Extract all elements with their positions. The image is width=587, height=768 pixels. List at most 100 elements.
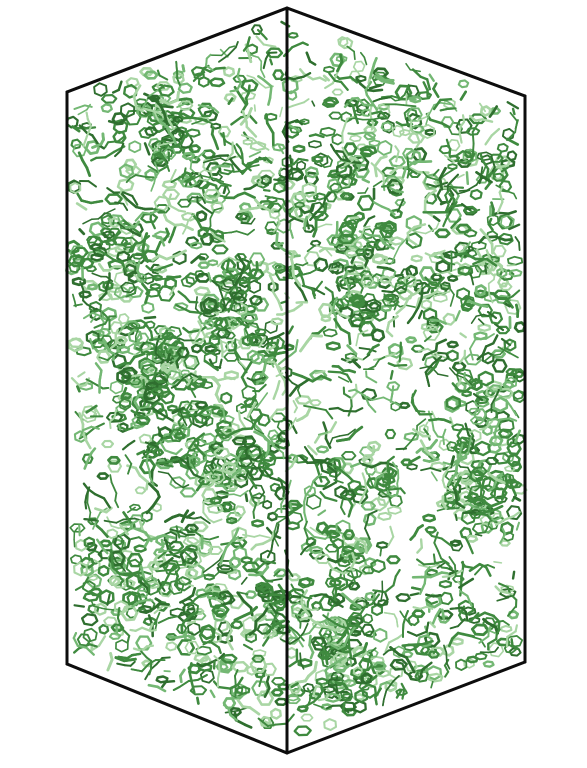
carbon-ring [100,94,118,104]
carbon-bond [86,501,92,514]
carbon-bond [481,499,493,508]
carbon-bond [162,141,175,146]
carbon-bond [436,507,446,512]
carbon-bond [428,458,440,463]
carbon-bond [76,385,81,393]
carbon-bond [372,88,384,93]
carbon-bond [387,535,395,547]
carbon-bond [474,380,477,388]
carbon-bond [183,509,190,517]
carbon-bond [246,361,253,370]
carbon-ring [343,214,361,226]
carbon-ring [446,349,459,362]
carbon-bond [191,586,197,597]
carbon-bond [362,353,371,360]
carbon-ring [500,584,515,594]
carbon-bond [322,421,328,433]
carbon-bond [324,82,334,90]
carbon-bond [487,650,496,654]
carbon-bond [252,503,257,513]
carbon-bond [219,290,224,300]
carbon-bond [188,174,201,182]
carbon-bond [453,217,462,225]
carbon-bond [459,466,469,469]
carbon-bond [156,685,167,693]
carbon-bond [177,423,185,431]
carbon-bond [370,62,376,74]
carbon-bond [202,67,212,73]
carbon-ring [447,274,459,282]
carbon-bond [213,655,220,661]
carbon-bond [314,370,326,375]
carbon-bond [95,156,107,160]
carbon-bond [389,369,394,380]
carbon-bond [435,276,445,287]
carbon-bond [236,676,244,687]
carbon-bond [141,282,151,294]
carbon-bond [248,628,257,636]
carbon-bond [444,203,450,213]
carbon-bond [302,72,312,78]
carbon-bond [478,102,487,113]
carbon-bond [441,574,453,579]
carbon-bond [217,685,232,690]
carbon-bond [461,444,468,451]
carbon-bond [471,131,475,145]
carbon-bond [274,611,284,616]
carbon-bond [406,165,420,174]
carbon-ring [424,192,438,205]
carbon-bond [469,612,480,623]
carbon-ring [118,398,132,411]
carbon-ring [248,484,266,500]
carbon-bond [314,209,327,221]
carbon-ring [271,676,286,686]
carbon-bond [370,162,381,172]
carbon-bond [129,660,136,667]
carbon-bond [146,445,156,456]
carbon-bond [409,128,418,136]
carbon-bond [260,669,267,681]
carbon-bond [287,479,292,491]
carbon-ring [393,281,408,295]
carbon-ring [207,545,223,555]
carbon-ring [504,299,522,315]
carbon-bond [313,535,327,540]
carbon-bond [236,75,243,84]
carbon-bond [424,227,438,235]
carbon-bond [501,490,505,501]
carbon-bond [226,570,238,576]
carbon-bond [85,646,95,656]
carbon-ring [176,346,190,359]
carbon-bond [339,53,344,64]
carbon-bond [393,613,398,620]
carbon-bond [417,297,423,309]
carbon-bond [431,355,443,365]
carbon-bond [412,606,422,610]
carbon-bond [114,149,122,158]
carbon-bond [297,631,305,640]
carbon-bond [314,133,325,139]
carbon-ring [171,127,185,142]
carbon-ring [240,629,256,639]
carbon-bond [155,657,164,666]
carbon-bond [396,633,404,640]
carbon-ring [366,648,379,658]
carbon-bond [111,230,120,242]
carbon-bond [331,591,337,603]
carbon-ring [466,491,480,504]
carbon-ring [505,367,518,377]
carbon-bond [293,406,298,414]
carbon-bond [114,201,125,205]
carbon-ring [253,612,267,621]
carbon-bond [273,522,278,532]
carbon-bond [448,192,456,201]
carbon-ring [318,302,334,318]
carbon-bond [244,470,250,481]
carbon-ring [467,407,481,416]
carbon-ring [140,359,155,374]
carbon-bond [219,552,226,565]
carbon-bond [228,256,241,263]
carbon-ring [387,505,402,515]
carbon-bond [395,689,403,699]
carbon-bond [140,341,146,349]
